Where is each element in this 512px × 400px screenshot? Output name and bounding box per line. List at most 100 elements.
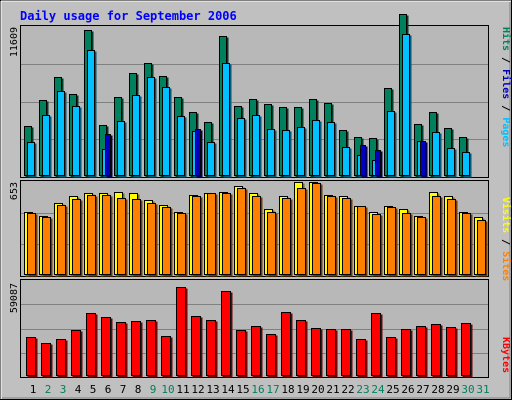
sites-bar — [342, 198, 351, 275]
day-label: 12 — [191, 383, 204, 396]
sites-bar — [462, 213, 471, 275]
kbytes-bar — [416, 326, 426, 376]
files-bar — [162, 87, 170, 176]
day-label: 4 — [75, 383, 82, 396]
day-label: 20 — [311, 383, 324, 396]
kbytes-bar — [131, 321, 141, 376]
sites-bar — [447, 199, 456, 275]
sites-bar — [282, 198, 291, 275]
kbytes-bar — [401, 329, 411, 376]
files-bar — [177, 116, 185, 176]
day-label: 24 — [371, 383, 385, 396]
pages-bar — [420, 141, 426, 176]
pages-bar — [360, 145, 366, 176]
kbytes-bar — [341, 329, 351, 376]
files-bar — [462, 152, 470, 176]
sites-bar — [72, 199, 81, 275]
sites-bar — [312, 183, 321, 275]
kbytes-bar — [71, 330, 81, 376]
day-label: 14 — [221, 383, 235, 396]
sites-bar — [222, 193, 231, 275]
files-bar — [252, 115, 260, 176]
kbytes-bar — [146, 320, 156, 376]
legend-hits: Hits — [500, 27, 512, 51]
kbytes-bar — [161, 336, 171, 376]
x-axis-day-labels: 1 2 3 4 5 6 7 8 9 10 11 12 13 14 15 16 17 18 19 20 21 22 23 24 2… — [30, 383, 490, 396]
day-label: 21 — [326, 383, 339, 396]
kbytes-bar — [461, 323, 471, 376]
day-label: 16 — [251, 383, 264, 396]
day-label: 13 — [206, 383, 219, 396]
kbytes-bar — [86, 313, 96, 376]
day-label: 6 — [105, 383, 112, 396]
day-label: 19 — [296, 383, 309, 396]
sites-bar — [252, 196, 261, 275]
kbytes-bar — [26, 337, 36, 376]
kbytes-bar — [41, 343, 51, 376]
sites-bar — [432, 196, 441, 275]
legend-pages: Pages — [500, 117, 511, 147]
day-label: 8 — [135, 383, 142, 396]
files-bar — [147, 77, 155, 176]
legend-sites: Sites — [500, 251, 512, 281]
day-label: 30 — [461, 383, 474, 396]
kbytes-bar — [191, 316, 201, 376]
files-bar — [432, 132, 440, 176]
kbytes-bar — [371, 313, 381, 376]
sites-bar — [177, 213, 186, 275]
pages-bar — [105, 134, 111, 176]
files-bar — [57, 91, 65, 176]
middle-panel-legend: Visits / Sites — [500, 197, 512, 281]
sites-bar — [57, 205, 66, 275]
day-label: 31 — [476, 383, 489, 396]
legend-visits: Visits — [500, 197, 512, 233]
day-label: 27 — [416, 383, 429, 396]
sites-bar — [162, 207, 171, 275]
sites-bar — [237, 188, 246, 275]
sites-bar — [132, 199, 141, 275]
day-label: 9 — [150, 383, 157, 396]
files-bar — [42, 115, 50, 176]
bottom-panel-max-label: 59087 — [9, 283, 20, 313]
day-label: 7 — [120, 383, 127, 396]
sites-bar — [42, 217, 51, 275]
kbytes-bar — [266, 334, 276, 376]
sites-bar — [117, 198, 126, 275]
files-bar — [27, 142, 35, 176]
day-label: 10 — [161, 383, 174, 396]
sites-bar — [27, 213, 36, 275]
day-label: 25 — [386, 383, 399, 396]
kbytes-bar — [251, 326, 261, 376]
files-bar — [312, 120, 320, 176]
kbytes-bar — [296, 320, 306, 376]
day-label: 1 — [30, 383, 37, 396]
kbytes-bar — [311, 328, 321, 376]
sites-bar — [387, 207, 396, 275]
kbytes-bar — [431, 324, 441, 376]
sites-bar — [297, 188, 306, 275]
day-label: 23 — [356, 383, 369, 396]
day-label: 2 — [45, 383, 52, 396]
day-label: 29 — [446, 383, 459, 396]
kbytes-bar — [101, 317, 111, 376]
files-bar — [237, 118, 245, 176]
kbytes-bar — [221, 291, 231, 376]
files-bar — [447, 148, 455, 176]
day-label: 26 — [401, 383, 414, 396]
kbytes-bar — [56, 339, 66, 376]
legend-files: Files — [500, 69, 512, 99]
day-label: 15 — [236, 383, 249, 396]
files-bar — [207, 142, 215, 176]
files-bar — [222, 63, 230, 176]
kbytes-bar — [206, 320, 216, 376]
sites-bar — [147, 203, 156, 275]
sites-bar — [417, 217, 426, 275]
day-label: 3 — [60, 383, 67, 396]
files-bar — [327, 122, 335, 176]
sites-bar — [477, 220, 486, 275]
sites-bar — [327, 196, 336, 275]
sites-bar — [402, 213, 411, 275]
files-bar — [342, 147, 350, 176]
kbytes-bar — [116, 322, 126, 376]
kbytes-bar — [281, 312, 291, 376]
